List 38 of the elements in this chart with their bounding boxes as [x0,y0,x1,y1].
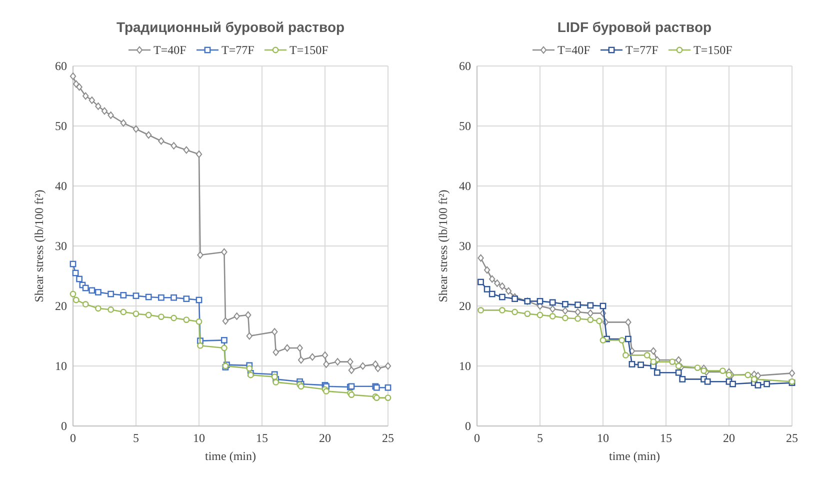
x-tick-label: 0 [474,431,480,445]
y-tick-label: 10 [55,359,67,374]
x-tick-label: 20 [319,431,331,445]
chart-title: Традиционный буровой раствор [116,19,345,35]
y-tick-label: 0 [465,419,471,434]
y-tick-label: 60 [459,59,471,74]
chart-title: LIDF буровой раствор [557,19,712,35]
legend-label: T=150F [694,43,733,58]
legend-label: T=40F [558,43,591,58]
y-tick-label: 0 [61,419,67,434]
x-tick-label: 15 [660,431,672,445]
y-tick-label: 20 [459,299,471,314]
y-tick-label: 40 [459,179,471,194]
legend-label: T=77F [222,43,255,58]
y-tick-label: 30 [459,239,471,254]
x-tick-label: 25 [786,431,798,445]
y-tick-label: 20 [55,299,67,314]
y-tick-label: 60 [55,59,67,74]
y-axis-title: Shear stress (lb/100 ft²) [436,190,450,302]
x-tick-label: 10 [193,431,205,445]
legend-label: T=150F [290,43,329,58]
x-tick-label: 0 [70,431,76,445]
x-tick-label: 5 [133,431,139,445]
x-tick-label: 15 [256,431,268,445]
y-tick-label: 40 [55,179,67,194]
x-tick-label: 20 [723,431,735,445]
x-tick-label: 25 [382,431,394,445]
x-tick-label: 5 [537,431,543,445]
x-axis-title: time (min) [205,449,256,463]
y-tick-label: 50 [459,119,471,134]
x-axis-title: time (min) [609,449,660,463]
y-tick-label: 50 [55,119,67,134]
legend-label: T=77F [626,43,659,58]
x-tick-label: 10 [597,431,609,445]
y-axis-title: Shear stress (lb/100 ft²) [32,190,46,302]
y-tick-label: 30 [55,239,67,254]
y-tick-label: 10 [459,359,471,374]
legend-label: T=40F [154,43,187,58]
